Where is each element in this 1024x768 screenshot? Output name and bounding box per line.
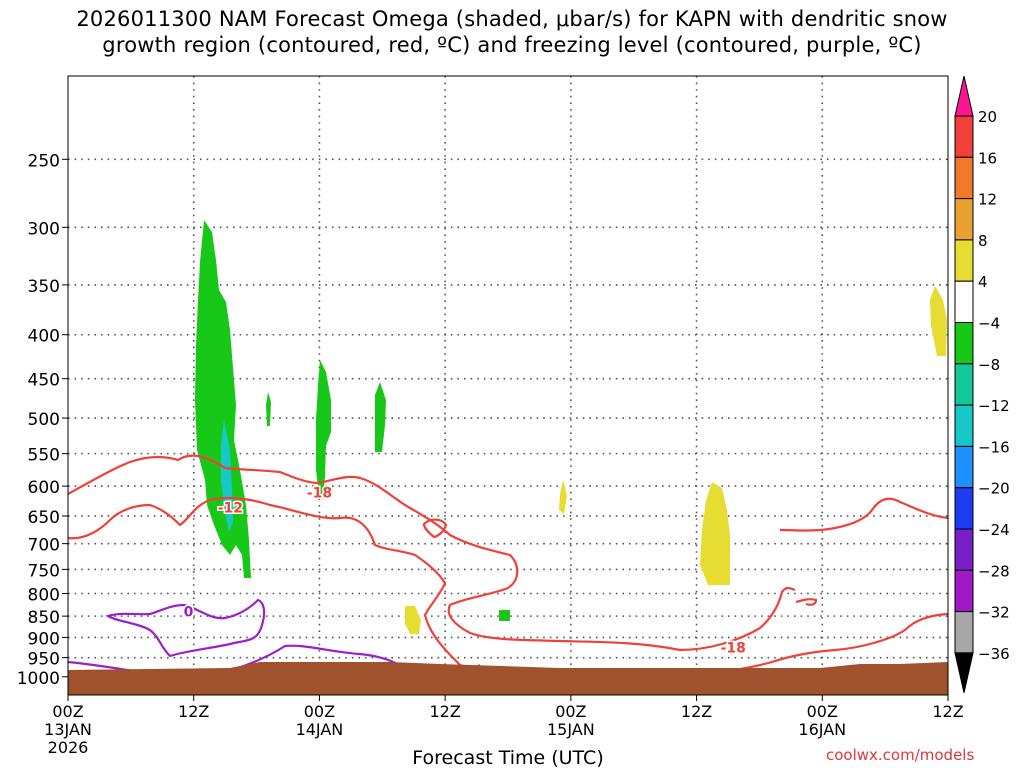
colorbar-label: −36 [978, 645, 1010, 663]
dgz-lower-contour [67, 496, 481, 669]
omega-green-region-3 [375, 382, 386, 452]
x-tick-label: 00Z [807, 702, 838, 721]
omega-yellow-region-2 [930, 286, 947, 356]
colorbar-label: −16 [978, 438, 1010, 456]
colorbar: 20 16 12 8 4 −4 −8 −12 −16 −20 −24 −28 −32 −36 [954, 75, 1010, 694]
x-tick-label: 16JAN [798, 720, 846, 739]
colorbar-label: −4 [978, 315, 1000, 333]
colorbar-bottom-triangle [954, 652, 974, 694]
y-tick-label: 850 [28, 608, 60, 628]
x-tick-label: 15JAN [547, 720, 595, 739]
y-tick-label: 700 [28, 536, 60, 556]
y-tick-label: 950 [28, 650, 60, 670]
colorbar-segment [954, 487, 974, 530]
colorbar-segment [954, 198, 974, 241]
colorbar-label: 20 [978, 108, 997, 126]
dgz-right-lower [734, 612, 949, 672]
y-tick-label: 450 [28, 371, 60, 391]
y-tick-label: 800 [28, 585, 60, 605]
colorbar-segment [954, 611, 974, 654]
freezing-level-upper [105, 598, 266, 658]
colorbar-label: −8 [978, 356, 1000, 374]
dgz-small-loop [422, 518, 448, 539]
chart-title-line1: 2026011300 NAM Forecast Omega (shaded, μ… [76, 7, 948, 31]
colorbar-label: −12 [978, 397, 1010, 415]
plot-frame [67, 75, 949, 696]
colorbar-label: 4 [978, 273, 988, 291]
omega-yellow-region-4 [405, 606, 421, 634]
chart-title-line2: growth region (contoured, red, ºC) and f… [102, 33, 922, 57]
colorbar-label: −28 [978, 562, 1010, 580]
x-tick-label: 00Z [555, 702, 586, 721]
colorbar-label: −24 [978, 521, 1010, 539]
colorbar-label: −20 [978, 480, 1010, 498]
contour-label: -12 [218, 500, 243, 516]
y-tick-label: 550 [28, 446, 60, 466]
colorbar-segment [954, 156, 974, 200]
dendritic-growth-contours [67, 454, 949, 672]
colorbar-segment [954, 322, 974, 365]
omega-green-region-5 [499, 610, 510, 621]
x-tick-label: 12Z [178, 702, 209, 721]
colorbar-segment [954, 239, 974, 282]
y-tick-label: 300 [28, 219, 60, 239]
y-tick-label: 900 [28, 629, 60, 649]
y-tick-label: 650 [28, 508, 60, 528]
x-tick-label: 2026 [48, 738, 89, 757]
x-tick-label: 12Z [681, 702, 712, 721]
y-tick-label: 600 [28, 478, 60, 498]
omega-shading [195, 220, 947, 634]
x-tick-label: 12Z [429, 702, 460, 721]
y-tick-label: 250 [28, 151, 60, 171]
colorbar-segment [954, 363, 974, 406]
dgz-small-hook [795, 598, 818, 606]
y-axis: 2503003504004505005506006507007508008509… [17, 151, 68, 689]
y-tick-label: 500 [28, 410, 60, 430]
omega-cyan-region [221, 420, 233, 532]
colorbar-segment [954, 528, 974, 571]
colorbar-segment [954, 569, 974, 613]
omega-yellow-region-1 [700, 482, 730, 585]
y-tick-label: 750 [28, 561, 60, 581]
credit-text: coolwx.com/models [826, 746, 975, 764]
chart-title: 2026011300 NAM Forecast Omega (shaded, μ… [0, 6, 1024, 58]
x-tick-label: 13JAN [44, 720, 92, 739]
contour-label: -18 [721, 641, 746, 657]
colorbar-label: 8 [978, 232, 988, 250]
omega-green-region-4 [266, 392, 271, 426]
colorbar-segment [954, 404, 974, 447]
colorbar-segment [954, 445, 974, 489]
y-tick-label: 1000 [17, 669, 60, 689]
colorbar-segment [954, 115, 974, 158]
contour-label: -18 [307, 485, 332, 501]
colorbar-label: −32 [978, 604, 1010, 622]
y-tick-label: 400 [28, 327, 60, 347]
x-tick-label: 12Z [932, 702, 963, 721]
y-tick-label: 350 [28, 277, 60, 297]
colorbar-label: 12 [978, 191, 997, 209]
colorbar-label: 16 [978, 149, 997, 167]
x-tick-label: 00Z [52, 702, 83, 721]
contour-label: 0 [184, 605, 194, 621]
x-tick-label: 00Z [304, 702, 335, 721]
colorbar-segment [954, 280, 974, 324]
ground-surface [68, 662, 948, 695]
omega-yellow-region-3 [559, 480, 567, 514]
x-axis-title: Forecast Time (UTC) [412, 747, 603, 768]
omega-green-region [195, 220, 251, 578]
colorbar-top-triangle [954, 75, 974, 117]
x-tick-label: 14JAN [296, 720, 344, 739]
dgz-right-upper [779, 497, 949, 532]
dgz-upper-contour [67, 454, 796, 652]
omega-green-region-2 [316, 360, 331, 500]
contour-labels: -18 -12 -18 0 [182, 484, 747, 658]
